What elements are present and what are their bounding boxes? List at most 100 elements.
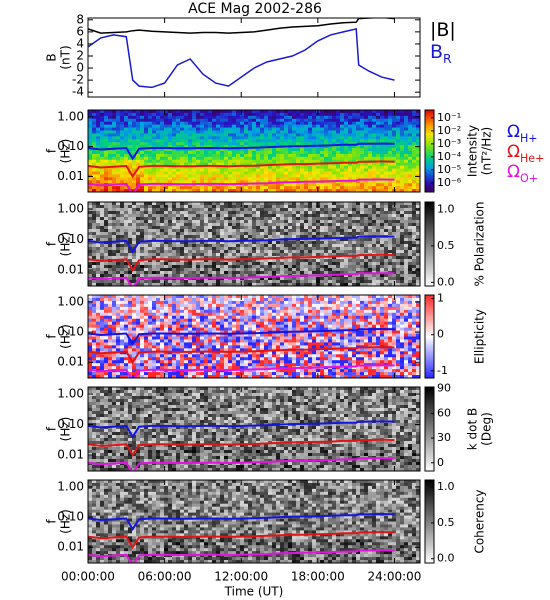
spectrogram-cell	[340, 174, 345, 178]
spectrogram-cell	[200, 297, 205, 302]
spectrogram-cell	[308, 295, 313, 299]
spectrogram-cell	[232, 220, 237, 224]
spectrogram-cell	[164, 247, 169, 251]
spectrogram-cell	[120, 223, 125, 227]
spectrogram-cell	[248, 139, 253, 143]
spectrogram-cell	[320, 244, 325, 248]
spectrogram-cell	[212, 268, 217, 272]
spectrogram-cell	[148, 168, 153, 172]
spectrogram-cell	[256, 262, 261, 266]
spectrogram-cell	[332, 189, 337, 192]
spectrogram-cell	[332, 124, 337, 128]
spectrogram-cell	[316, 271, 321, 275]
spectrogram-cell	[324, 121, 329, 126]
spectrogram-cell	[192, 295, 197, 299]
spectrogram-cell	[320, 168, 325, 172]
spectrogram-cell	[184, 274, 189, 278]
spectrogram-cell	[248, 250, 253, 254]
spectrogram-cell	[304, 171, 309, 175]
spectrogram-cell	[140, 208, 145, 212]
spectrogram-cell	[296, 165, 301, 169]
spectrogram-cell	[176, 127, 181, 131]
spectrogram-cell	[204, 256, 209, 260]
spectrogram-cell	[212, 133, 217, 137]
spectrogram-cell	[320, 186, 325, 190]
spectrogram-cell	[192, 253, 197, 257]
spectrogram-cell	[324, 223, 329, 227]
spectrogram-cell	[284, 153, 289, 158]
spectrogram-cell	[408, 295, 413, 299]
spectrogram-cell	[108, 232, 113, 236]
colorbar-label: % Polarization	[473, 202, 487, 287]
spectrogram-cell	[396, 139, 401, 143]
spectrogram-cell	[376, 171, 381, 175]
plot-frame	[87, 17, 421, 98]
spectrogram-cell	[340, 238, 345, 242]
spectrogram-cell	[292, 205, 297, 209]
spectrogram-cell	[196, 211, 201, 215]
spectrogram-cell	[276, 110, 281, 114]
spectrogram-cell	[184, 297, 189, 302]
spectrogram-cell	[160, 262, 165, 266]
spectrogram-cell	[308, 217, 313, 221]
spectrogram-cell	[388, 162, 393, 167]
spectrogram-cell	[200, 174, 205, 178]
spectrogram-cell	[224, 112, 229, 117]
spectrogram-cell	[288, 241, 293, 245]
spectrogram-cell	[116, 262, 121, 266]
spectrogram-cell	[240, 177, 245, 181]
spectrogram-cell	[348, 226, 353, 230]
spectrogram-cell	[408, 268, 413, 272]
spectrogram-cell	[376, 232, 381, 236]
spectrogram-cell	[328, 124, 333, 128]
spectrogram-cell	[256, 121, 261, 126]
spectrogram-cell	[412, 151, 417, 155]
spectrogram-cell	[388, 205, 393, 209]
spectrogram-cell	[220, 151, 225, 155]
spectrogram-cell	[360, 165, 365, 169]
y-axis-label: (nT)	[59, 45, 73, 69]
spectrogram-cell	[340, 232, 345, 236]
spectrogram-cell	[280, 159, 285, 164]
spectrogram-cell	[360, 226, 365, 230]
spectrogram-cell	[296, 127, 301, 131]
spectrogram-cell	[196, 118, 201, 123]
spectrogram-cell	[340, 295, 345, 299]
spectrogram-cell	[104, 189, 109, 192]
spectrogram-cell	[196, 238, 201, 242]
spectrogram-cell	[280, 223, 285, 227]
spectrogram-cell	[312, 232, 317, 236]
spectrogram-cell	[216, 151, 221, 155]
spectrogram-cell	[140, 238, 145, 242]
spectrogram-cell	[144, 168, 149, 172]
spectrogram-cell	[168, 121, 173, 126]
spectrogram-cell	[140, 136, 145, 140]
spectrogram-cell	[92, 297, 97, 302]
spectrogram-cell	[132, 208, 137, 212]
spectrogram-cell	[348, 186, 353, 190]
spectrogram-cell	[368, 153, 373, 158]
spectrogram-cell	[212, 229, 217, 233]
spectrogram-cell	[356, 220, 361, 224]
spectrogram-cell	[268, 165, 273, 169]
spectrogram-cell	[296, 177, 301, 181]
spectrogram-cell	[408, 271, 413, 275]
spectrogram-cell	[120, 151, 125, 155]
spectrogram-cell	[200, 214, 205, 218]
spectrogram-cell	[380, 162, 385, 167]
spectrogram-cell	[336, 211, 341, 215]
spectrogram-cell	[392, 121, 397, 126]
spectrogram-cell	[220, 226, 225, 230]
spectrogram-cell	[200, 205, 205, 209]
spectrogram-cell	[208, 156, 213, 161]
spectrogram-cell	[392, 153, 397, 158]
spectrogram-cell	[212, 159, 217, 164]
spectrogram-cell	[168, 174, 173, 178]
spectrogram-cell	[300, 283, 305, 286]
spectrogram-cell	[348, 223, 353, 227]
spectrogram-cell	[404, 118, 409, 123]
spectrogram-cell	[136, 232, 141, 236]
spectrogram-cell	[156, 250, 161, 254]
spectrogram-cell	[300, 159, 305, 164]
spectrogram-cell	[96, 238, 101, 242]
